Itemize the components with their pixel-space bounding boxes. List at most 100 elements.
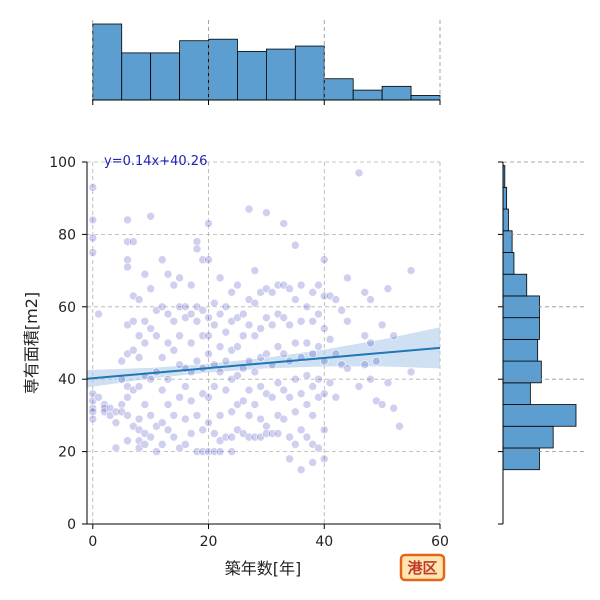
scatter-point (117, 356, 127, 366)
scatter-point (181, 440, 190, 449)
scatter-point (343, 316, 352, 326)
scatter-point (308, 288, 317, 297)
scatter-point (233, 280, 242, 290)
scatter-point (169, 411, 179, 420)
scatter-point (366, 295, 375, 304)
scatter-point (325, 335, 335, 344)
scatter-point (238, 331, 248, 341)
scatter-point (262, 313, 271, 322)
scatter-point (181, 414, 190, 424)
scatter-point (204, 219, 213, 228)
y-hist-bar (502, 208, 509, 232)
scatter-point (279, 385, 289, 395)
scatter-point (163, 309, 173, 319)
scatter-point (308, 316, 317, 326)
scatter-point (250, 298, 260, 308)
scatter-point (331, 392, 341, 402)
scatter-point (192, 356, 202, 366)
scatter-point (319, 255, 329, 265)
x-hist-bar (121, 52, 152, 101)
scatter-point (267, 320, 277, 330)
scatter-point (360, 288, 370, 297)
scatter-point (215, 447, 225, 456)
x-hist-bar (150, 52, 180, 101)
scatter-point (117, 400, 127, 409)
scatter-point (366, 338, 375, 348)
scatter-point (163, 374, 173, 384)
scatter-point (273, 378, 283, 388)
scatter-point (134, 353, 144, 362)
scatter-point (302, 338, 312, 348)
ward-badge: 港区 (399, 553, 446, 582)
scatter-point (227, 447, 236, 456)
scatter-point (221, 356, 231, 366)
scatter-point (152, 447, 161, 456)
scatter-point (250, 367, 260, 377)
y-tick-label: 40 (58, 372, 76, 388)
x-tick-label: 60 (431, 534, 449, 550)
y-tick-label: 60 (58, 300, 76, 316)
y-hist-bar (502, 404, 577, 427)
scatter-point (157, 418, 167, 427)
scatter-point (319, 324, 329, 333)
x-hist-bar (92, 23, 123, 101)
scatter-point (308, 382, 317, 391)
scatter-point (134, 414, 144, 424)
regression-line (87, 346, 440, 380)
scatter-point (169, 316, 179, 326)
scatter-point (233, 342, 242, 351)
scatter-point (256, 324, 265, 333)
scatter-point (169, 432, 179, 442)
scatter-point (186, 309, 196, 319)
scatter-point (123, 215, 132, 225)
scatter-point (314, 374, 323, 384)
scatter-point (128, 316, 138, 326)
ward-badge-label: 港区 (407, 559, 437, 577)
scatter-point (210, 320, 219, 330)
scatter-point (221, 327, 231, 337)
x-hist-bar (410, 95, 441, 101)
scatter-point (372, 356, 381, 366)
y-tick-label: 80 (58, 227, 76, 243)
scatter-point (296, 389, 306, 398)
scatter-point (175, 331, 184, 341)
scatter-point (128, 237, 138, 246)
scatter-point (319, 425, 329, 435)
scatter-point (233, 371, 242, 380)
scatter-point (308, 458, 317, 467)
y-hist-bar (502, 382, 531, 405)
x-hist-bar (179, 40, 209, 101)
scatter-point (175, 392, 184, 402)
y-tick-label: 0 (67, 517, 76, 533)
scatter-point (244, 320, 254, 330)
scatter-point (215, 342, 225, 351)
scatter-point (319, 454, 329, 464)
scatter-point (325, 378, 335, 388)
scatter-point (186, 338, 196, 348)
scatter-point (88, 233, 98, 243)
scatter-point (285, 454, 294, 464)
x-hist-bar (265, 48, 296, 101)
scatter-point (406, 266, 416, 275)
scatter-point (250, 400, 260, 409)
y-axis-title: 専有面積[m2] (22, 292, 41, 394)
scatter-point (157, 353, 167, 362)
y-hist-bar (502, 273, 528, 297)
scatter-point (285, 432, 294, 442)
y-hist-bar (502, 186, 508, 210)
scatter-point (302, 400, 312, 409)
scatter-point (389, 403, 399, 413)
scatter-point (291, 374, 300, 384)
x-hist-bar (294, 45, 325, 101)
scatter-point (210, 382, 219, 391)
scatter-point (291, 240, 300, 250)
scatter-point (395, 421, 404, 431)
scatter-point (279, 313, 289, 322)
scatter-point (343, 273, 352, 283)
scatter-point (296, 425, 306, 435)
scatter-point (377, 400, 387, 409)
scatter-point (267, 392, 277, 402)
y-tick-label: 100 (49, 155, 76, 171)
scatter-points (88, 168, 416, 475)
y-tick-label: 20 (58, 445, 76, 461)
